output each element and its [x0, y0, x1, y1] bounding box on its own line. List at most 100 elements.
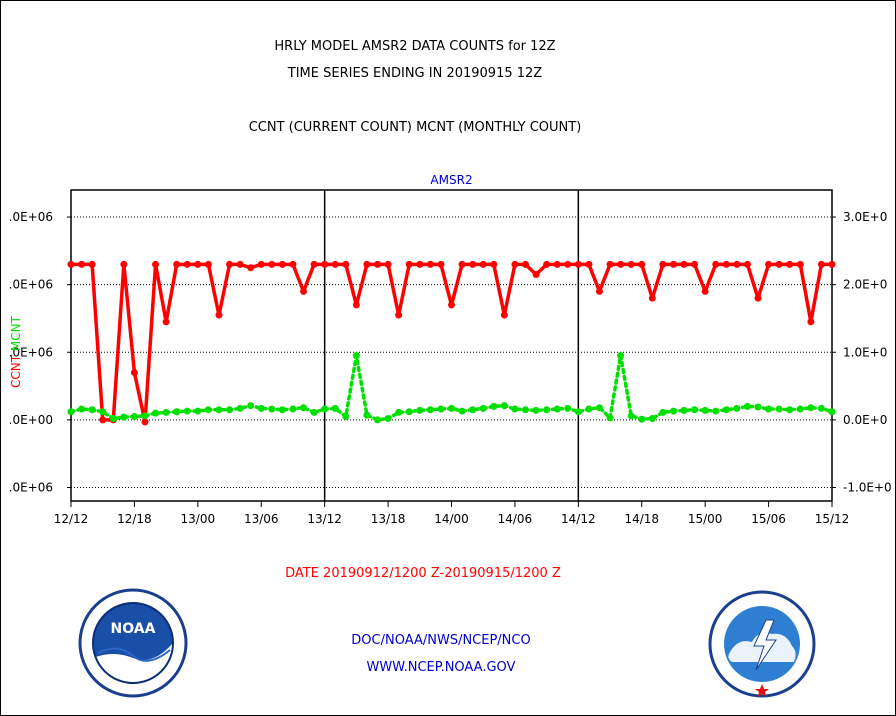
- y-tick-label-right: 0.0E+0: [843, 413, 887, 427]
- series-line-ccnt: [71, 262, 832, 424]
- point-mcnt: [585, 405, 593, 413]
- plot-border: [70, 189, 833, 502]
- point-ccnt: [817, 260, 825, 268]
- point-ccnt: [130, 369, 138, 377]
- point-mcnt: [627, 412, 635, 420]
- point-ccnt: [807, 318, 815, 326]
- point-ccnt: [268, 260, 276, 268]
- point-ccnt: [395, 311, 403, 319]
- point-ccnt: [78, 260, 86, 268]
- point-mcnt: [173, 408, 181, 416]
- point-mcnt: [754, 403, 762, 411]
- chart-subtitle: CCNT (CURRENT COUNT) MCNT (MONTHLY COUNT…: [248, 120, 582, 135]
- point-mcnt: [130, 412, 138, 420]
- point-mcnt: [162, 408, 170, 416]
- y-label-ccnt: CCNT: [9, 354, 23, 388]
- x-tick-label: 13/00: [181, 512, 216, 526]
- point-ccnt: [342, 260, 350, 268]
- x-tick-label: 13/12: [307, 512, 342, 526]
- point-ccnt: [152, 260, 160, 268]
- point-mcnt: [405, 408, 413, 416]
- svg-text:NOAA: NOAA: [111, 621, 156, 637]
- point-mcnt: [532, 406, 540, 414]
- point-ccnt: [215, 311, 223, 319]
- point-ccnt: [543, 260, 551, 268]
- chart-title-line1: HRLY MODEL AMSR2 DATA COUNTS for 12Z: [274, 39, 556, 54]
- point-ccnt: [617, 260, 625, 268]
- date-range-label: DATE 20190912/1200 Z-20190915/1200 Z: [285, 566, 561, 581]
- point-mcnt: [67, 408, 75, 416]
- point-mcnt: [278, 406, 286, 414]
- point-mcnt: [99, 408, 107, 416]
- website-link[interactable]: WWW.NCEP.NOAA.GOV: [366, 660, 516, 675]
- y-tick-label-left: .0E+00: [9, 413, 53, 427]
- point-mcnt: [733, 404, 741, 412]
- point-mcnt: [226, 406, 234, 414]
- x-tick-label: 14/12: [561, 512, 596, 526]
- point-ccnt: [733, 260, 741, 268]
- point-ccnt: [669, 260, 677, 268]
- point-mcnt: [458, 407, 466, 415]
- point-mcnt: [617, 352, 625, 360]
- point-mcnt: [659, 408, 667, 416]
- point-ccnt: [257, 260, 265, 268]
- y-tick-label-left: .0E+06: [9, 345, 53, 359]
- point-mcnt: [691, 406, 699, 414]
- point-mcnt: [268, 405, 276, 413]
- point-mcnt: [669, 407, 677, 415]
- point-ccnt: [289, 260, 297, 268]
- point-ccnt: [479, 260, 487, 268]
- point-ccnt: [173, 260, 181, 268]
- point-mcnt: [648, 415, 656, 423]
- y-tick-label-right: 2.0E+0: [843, 278, 887, 292]
- y-tick-label-left: .0E+06: [9, 210, 53, 224]
- point-ccnt: [743, 260, 751, 268]
- x-tick-label: 14/06: [498, 512, 533, 526]
- point-ccnt: [701, 287, 709, 295]
- point-ccnt: [490, 260, 498, 268]
- point-ccnt: [712, 260, 720, 268]
- point-ccnt: [67, 260, 75, 268]
- point-mcnt: [553, 405, 561, 413]
- point-mcnt: [384, 415, 392, 423]
- point-mcnt: [236, 404, 244, 412]
- point-ccnt: [469, 260, 477, 268]
- point-mcnt: [786, 406, 794, 414]
- point-ccnt: [722, 260, 730, 268]
- point-mcnt: [88, 406, 96, 414]
- point-mcnt: [395, 408, 403, 416]
- point-ccnt: [194, 260, 202, 268]
- point-mcnt: [247, 402, 255, 410]
- point-ccnt: [247, 264, 255, 272]
- nws-logo-icon: [708, 590, 816, 698]
- point-mcnt: [722, 406, 730, 414]
- point-mcnt: [775, 405, 783, 413]
- point-ccnt: [765, 260, 773, 268]
- y-tick-label-right: 1.0E+0: [843, 345, 887, 359]
- point-ccnt: [331, 260, 339, 268]
- x-tick-label: 13/18: [371, 512, 406, 526]
- point-ccnt: [638, 260, 646, 268]
- point-mcnt: [204, 406, 212, 414]
- x-tick-label: 14/18: [624, 512, 659, 526]
- y-tick-label-right: 3.0E+0: [843, 210, 887, 224]
- point-mcnt: [765, 405, 773, 413]
- point-ccnt: [754, 294, 762, 302]
- y-tick-label-left: .0E+06: [9, 480, 53, 494]
- point-mcnt: [152, 409, 160, 417]
- point-mcnt: [141, 412, 149, 420]
- point-mcnt: [743, 402, 751, 410]
- point-ccnt: [775, 260, 783, 268]
- point-mcnt: [807, 404, 815, 412]
- point-ccnt: [416, 260, 424, 268]
- point-ccnt: [437, 260, 445, 268]
- point-mcnt: [564, 404, 572, 412]
- point-mcnt: [712, 407, 720, 415]
- point-mcnt: [120, 413, 128, 421]
- point-mcnt: [109, 415, 117, 423]
- point-mcnt: [469, 406, 477, 414]
- point-mcnt: [500, 402, 508, 410]
- point-ccnt: [532, 271, 540, 279]
- point-ccnt: [426, 260, 434, 268]
- point-mcnt: [257, 404, 265, 412]
